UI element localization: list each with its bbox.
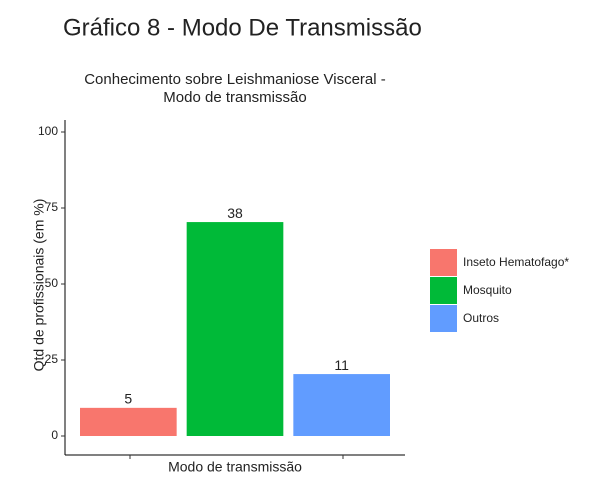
- chart-title: Modo de transmissão: [163, 89, 306, 106]
- legend-label: Inseto Hematofago*: [463, 255, 569, 269]
- legend-label: Mosquito: [463, 283, 512, 297]
- legend-key: [430, 305, 457, 332]
- x-axis-label: Modo de transmissão: [168, 459, 302, 475]
- y-tick-label: 75: [45, 200, 59, 214]
- y-tick-label: 100: [38, 124, 58, 138]
- legend-label: Outros: [463, 311, 499, 325]
- chart-title: Conhecimento sobre Leishmaniose Visceral…: [84, 71, 386, 88]
- y-axis-label: Qtd de profissionais (em %): [31, 199, 47, 372]
- data-label: 5: [124, 391, 132, 407]
- y-tick-label: 0: [51, 428, 58, 442]
- page-heading: Gráfico 8 - Modo De Transmissão: [63, 14, 422, 41]
- data-label: 11: [334, 357, 349, 373]
- legend-key: [430, 277, 457, 304]
- bar: [293, 374, 390, 436]
- bar: [186, 222, 284, 436]
- y-tick-label: 50: [45, 276, 59, 290]
- y-tick-label: 25: [45, 352, 59, 366]
- data-label: 38: [227, 205, 243, 221]
- legend-key: [430, 249, 457, 276]
- bar: [80, 407, 177, 436]
